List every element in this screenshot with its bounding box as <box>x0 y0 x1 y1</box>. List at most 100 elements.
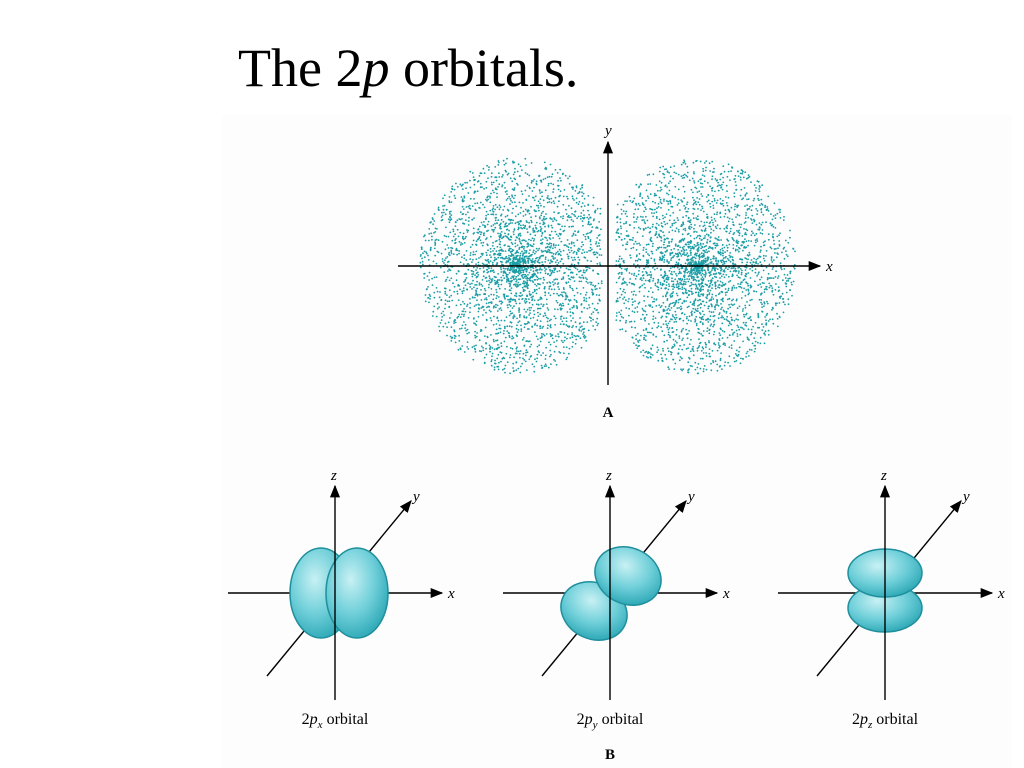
density-dot <box>572 242 575 244</box>
density-dot <box>442 310 445 313</box>
density-dot <box>518 273 521 275</box>
density-dot <box>581 241 583 244</box>
density-dot <box>464 237 466 240</box>
density-dot <box>702 318 705 321</box>
density-dot <box>422 263 424 266</box>
density-dot <box>710 273 712 276</box>
density-dot <box>500 248 503 251</box>
density-dot <box>511 180 514 183</box>
density-dot <box>750 234 753 237</box>
density-dot <box>460 242 462 244</box>
density-dot <box>646 174 649 176</box>
density-dot <box>682 319 685 322</box>
density-dot <box>457 299 460 301</box>
density-dot <box>746 198 748 201</box>
density-dot <box>504 327 506 330</box>
density-dot <box>495 332 497 335</box>
density-dot <box>665 277 668 279</box>
density-dot <box>744 306 747 309</box>
density-dot <box>528 279 531 281</box>
density-dot <box>736 333 739 335</box>
density-dot <box>711 248 714 250</box>
density-dot <box>685 281 687 283</box>
density-dot <box>683 274 686 277</box>
density-dot <box>503 294 506 297</box>
density-dot <box>586 216 589 219</box>
density-dot <box>479 267 481 270</box>
density-dot <box>536 307 539 310</box>
density-dot <box>434 241 436 244</box>
density-dot <box>450 340 453 342</box>
density-dot <box>704 257 707 260</box>
density-dot <box>523 273 525 276</box>
density-dot <box>744 246 747 249</box>
density-dot <box>684 271 686 274</box>
density-dot <box>596 207 599 210</box>
density-dot <box>738 250 740 253</box>
density-dot <box>435 238 438 241</box>
density-dot <box>560 304 563 307</box>
density-dot <box>595 226 598 229</box>
density-dot <box>677 283 680 285</box>
density-dot <box>544 314 547 317</box>
density-dot <box>583 214 585 217</box>
density-dot <box>484 226 486 229</box>
density-dot <box>526 279 529 282</box>
density-dot <box>644 286 646 289</box>
density-dot <box>682 283 685 286</box>
density-dot <box>640 351 642 353</box>
density-dot <box>477 274 480 276</box>
density-dot <box>709 318 711 321</box>
density-dot <box>508 314 511 317</box>
density-dot <box>703 273 705 276</box>
density-dot <box>547 182 550 185</box>
density-dot <box>780 295 782 298</box>
density-dot <box>528 301 531 304</box>
density-dot <box>512 233 515 236</box>
density-dot <box>723 330 726 333</box>
density-dot <box>616 229 619 232</box>
density-dot <box>675 274 678 277</box>
density-dot <box>433 305 436 308</box>
density-dot <box>512 260 515 263</box>
density-dot <box>697 180 700 183</box>
density-dot <box>745 212 747 214</box>
density-dot <box>519 295 522 297</box>
density-dot <box>534 234 537 237</box>
density-dot <box>719 334 722 337</box>
density-dot <box>711 287 713 290</box>
density-dot <box>456 290 459 293</box>
density-dot <box>721 330 724 332</box>
density-dot <box>717 286 719 288</box>
density-dot <box>765 250 768 252</box>
density-dot <box>744 193 747 196</box>
density-dot <box>733 319 736 322</box>
density-dot <box>663 200 665 202</box>
density-dot <box>560 318 562 320</box>
density-dot <box>766 277 769 279</box>
density-dot <box>517 262 520 265</box>
density-dot <box>771 318 774 321</box>
density-dot <box>671 224 674 227</box>
density-dot <box>546 242 548 245</box>
density-dot <box>467 211 469 214</box>
density-dot <box>723 170 726 173</box>
density-dot <box>713 267 716 270</box>
density-dot <box>546 320 549 323</box>
density-dot <box>543 365 546 368</box>
density-dot <box>518 201 521 204</box>
density-dot <box>763 332 765 335</box>
density-dot <box>724 267 727 269</box>
density-dot <box>671 331 674 333</box>
density-dot <box>630 291 633 293</box>
density-dot <box>767 195 770 198</box>
density-dot <box>718 313 720 316</box>
density-dot <box>457 235 460 238</box>
density-dot <box>531 190 534 192</box>
density-dot <box>760 276 763 279</box>
density-dot <box>660 274 662 276</box>
density-dot <box>652 280 654 282</box>
density-dot <box>642 249 645 252</box>
density-dot <box>504 191 507 193</box>
density-dot <box>535 227 538 230</box>
